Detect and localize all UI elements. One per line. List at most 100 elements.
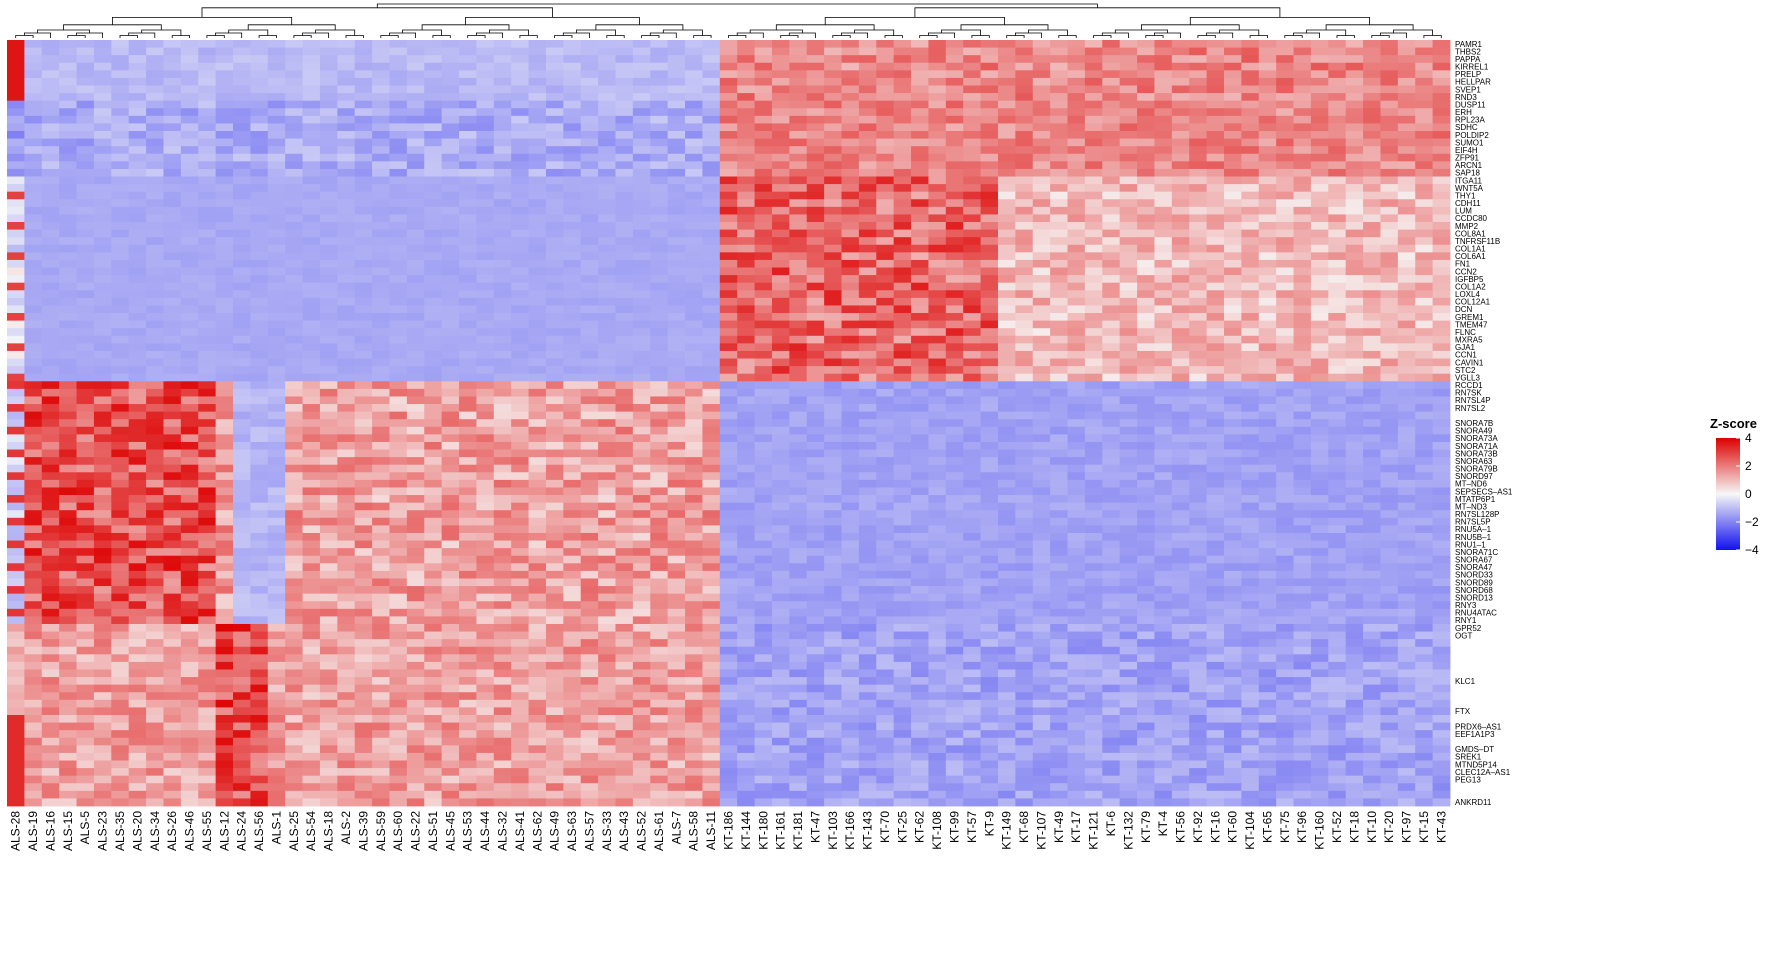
heatmap-cell	[337, 237, 356, 246]
heatmap-cell	[146, 146, 164, 155]
heatmap-cell	[1258, 328, 1277, 337]
heatmap-cell	[93, 153, 112, 162]
heatmap-cell	[372, 93, 390, 102]
heatmap-cell	[615, 146, 634, 155]
heatmap-cell	[111, 472, 130, 481]
heatmap-cell	[1067, 464, 1086, 473]
heatmap-cell	[1293, 199, 1312, 208]
heatmap-cell	[163, 320, 182, 329]
heatmap-cell	[650, 434, 669, 443]
heatmap-cell	[1241, 47, 1260, 56]
heatmap-cell	[198, 214, 217, 223]
heatmap-cell	[319, 47, 338, 56]
heatmap-cell	[1137, 108, 1155, 117]
heatmap-cell	[1241, 449, 1260, 458]
heatmap-cell	[789, 449, 808, 458]
heatmap-cell	[163, 191, 182, 200]
heatmap-cell	[1276, 206, 1294, 215]
heatmap-cell	[1102, 168, 1121, 177]
heatmap-cell	[632, 191, 651, 200]
heatmap-cell	[406, 290, 425, 299]
heatmap-cell	[667, 381, 686, 390]
heatmap-cell	[1432, 237, 1451, 246]
heatmap-cell	[545, 259, 564, 268]
heatmap-cell	[1154, 237, 1173, 246]
heatmap-cell	[76, 457, 95, 466]
heatmap-cell	[824, 426, 842, 435]
heatmap-cell	[1032, 426, 1051, 435]
heatmap-cell	[1171, 297, 1190, 306]
heatmap-cell	[980, 472, 999, 481]
heatmap-cell	[563, 62, 582, 71]
heatmap-cell	[1397, 206, 1416, 215]
heatmap-cell	[389, 237, 408, 246]
heatmap-cell	[615, 282, 634, 291]
heatmap-cell	[93, 100, 112, 109]
heatmap-cell	[198, 373, 217, 382]
heatmap-cell	[302, 108, 321, 117]
heatmap-cell	[719, 396, 738, 405]
dendrogram-branch	[380, 35, 399, 38]
heatmap-cell	[1328, 313, 1347, 322]
heatmap-cell	[1310, 77, 1329, 86]
heatmap-cell	[493, 396, 512, 405]
heatmap-cell	[1015, 411, 1034, 420]
heatmap-cell	[111, 328, 130, 337]
heatmap-cell	[528, 411, 547, 420]
heatmap-cell	[233, 320, 251, 329]
heatmap-cell	[76, 199, 95, 208]
heatmap-cell	[858, 176, 877, 185]
heatmap-cell	[1189, 320, 1208, 329]
heatmap-cell	[754, 191, 773, 200]
heatmap-cell	[1328, 396, 1347, 405]
heatmap-cell	[824, 184, 842, 193]
heatmap-cell	[372, 275, 390, 284]
heatmap-cell	[876, 449, 895, 458]
heatmap-cell	[789, 184, 808, 193]
heatmap-cell	[928, 168, 947, 177]
heatmap-cell	[285, 161, 303, 170]
heatmap-cell	[1189, 222, 1208, 230]
heatmap-cell	[198, 404, 217, 413]
heatmap-cell	[1032, 161, 1051, 170]
heatmap-cell	[545, 320, 564, 329]
heatmap-cell	[911, 343, 929, 352]
heatmap-cell	[1276, 434, 1294, 443]
heatmap-cell	[1050, 214, 1068, 223]
heatmap-cell	[650, 457, 669, 466]
heatmap-cell	[285, 93, 303, 102]
heatmap-cell	[893, 472, 912, 481]
heatmap-cell	[354, 146, 373, 155]
heatmap-cell	[806, 123, 825, 132]
heatmap-cell	[1293, 70, 1312, 79]
heatmap-cell	[76, 168, 95, 177]
heatmap-cell	[685, 47, 703, 56]
heatmap-cell	[93, 138, 112, 147]
heatmap-cell	[1137, 328, 1155, 337]
heatmap-cell	[337, 191, 356, 200]
heatmap-cell	[250, 40, 269, 48]
heatmap-cell	[1293, 191, 1312, 200]
heatmap-cell	[76, 115, 95, 124]
heatmap-cell	[267, 55, 286, 64]
heatmap-cell	[267, 419, 286, 428]
heatmap-cell	[389, 123, 408, 132]
heatmap-cell	[198, 472, 217, 481]
heatmap-cell	[1363, 146, 1381, 155]
heatmap-cell	[215, 214, 234, 223]
heatmap-cell	[267, 191, 286, 200]
heatmap-cell	[1328, 206, 1347, 215]
heatmap-cell	[1067, 214, 1086, 223]
heatmap-cell	[319, 457, 338, 466]
heatmap-cell	[1050, 411, 1068, 420]
heatmap-cell	[1032, 449, 1051, 458]
heatmap-cell	[771, 297, 790, 306]
heatmap-cell	[146, 115, 164, 124]
heatmap-cell	[1171, 70, 1190, 79]
heatmap-cell	[824, 191, 842, 200]
heatmap-cell	[1380, 472, 1399, 481]
heatmap-cell	[1293, 267, 1312, 276]
heatmap-cell	[1137, 40, 1155, 48]
heatmap-cell	[459, 426, 477, 435]
heatmap-cell	[1032, 146, 1051, 155]
